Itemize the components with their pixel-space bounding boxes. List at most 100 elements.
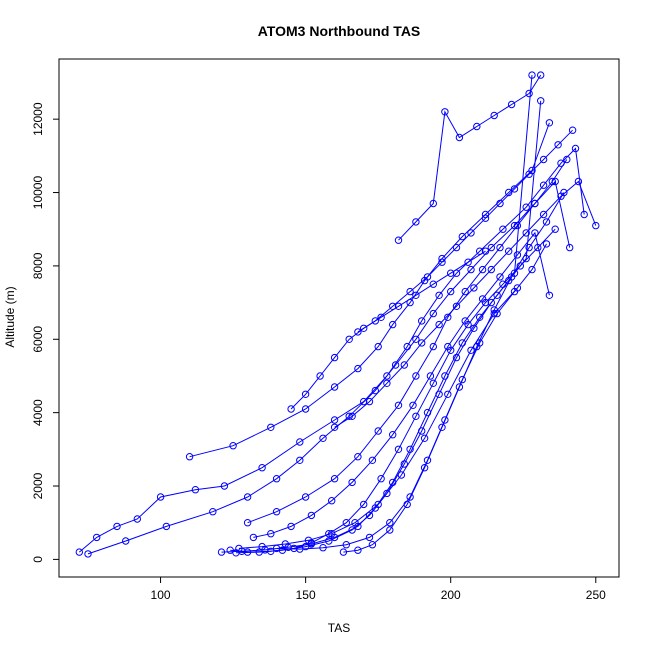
data-point xyxy=(461,317,469,325)
data-point xyxy=(510,185,519,193)
data-point xyxy=(481,214,490,222)
data-point xyxy=(458,232,466,241)
data-point xyxy=(296,438,304,446)
data-point xyxy=(93,533,101,542)
x-tick-label: 150 xyxy=(296,588,316,602)
data-point xyxy=(444,390,452,398)
data-point xyxy=(272,508,281,516)
data-point xyxy=(330,475,339,483)
data-point xyxy=(487,243,495,252)
data-point xyxy=(470,284,478,292)
data-point xyxy=(342,519,350,527)
data-point xyxy=(513,221,522,230)
data-point xyxy=(487,265,495,274)
data-point xyxy=(267,423,275,431)
data-point xyxy=(394,445,403,453)
series-line xyxy=(78,147,585,553)
data-point xyxy=(391,361,400,369)
data-point xyxy=(490,111,498,120)
data-point xyxy=(496,273,504,281)
series-line xyxy=(276,243,547,550)
data-point xyxy=(330,383,339,391)
data-series xyxy=(330,177,600,431)
data-point xyxy=(307,511,316,520)
data-point xyxy=(455,383,464,391)
series-line xyxy=(230,228,556,553)
data-point xyxy=(444,342,452,351)
data-point xyxy=(287,522,295,531)
y-tick-label: 6000 xyxy=(31,326,45,353)
data-point xyxy=(272,475,281,483)
x-tick-label: 250 xyxy=(586,588,606,602)
data-point xyxy=(467,229,475,237)
data-series xyxy=(75,144,588,556)
data-series xyxy=(243,155,571,527)
data-point xyxy=(452,243,461,252)
plot-frame xyxy=(58,58,620,578)
x-axis-label: TAS xyxy=(328,621,350,635)
data-point xyxy=(368,541,377,549)
data-point xyxy=(365,397,374,406)
data-point xyxy=(162,522,171,531)
data-point xyxy=(458,339,466,347)
data-series xyxy=(249,229,554,542)
data-point xyxy=(537,97,545,105)
data-point xyxy=(435,291,443,299)
data-point xyxy=(377,313,385,321)
data-point xyxy=(156,493,165,501)
data-point xyxy=(539,155,548,164)
data-point xyxy=(389,431,397,439)
data-point xyxy=(217,548,226,556)
data-point xyxy=(560,188,568,197)
data-point xyxy=(522,229,530,237)
data-point xyxy=(554,141,562,149)
data-point xyxy=(328,497,336,505)
data-series xyxy=(354,126,577,336)
data-point xyxy=(571,144,580,153)
data-point xyxy=(438,423,446,431)
data-point xyxy=(568,126,577,134)
y-tick-label: 8000 xyxy=(31,252,45,279)
data-point xyxy=(75,548,84,556)
data-point xyxy=(548,177,556,186)
x-tick-label: 100 xyxy=(151,588,171,602)
data-point xyxy=(507,273,516,281)
data-point xyxy=(287,405,295,413)
series-line xyxy=(87,180,571,555)
data-point xyxy=(258,542,266,551)
data-point xyxy=(473,122,481,131)
data-point xyxy=(429,342,437,351)
data-point xyxy=(418,317,426,325)
data-point xyxy=(394,236,403,244)
data-point xyxy=(478,265,487,274)
data-series xyxy=(394,71,545,244)
data-point xyxy=(441,372,449,380)
data-point xyxy=(487,298,495,307)
data-series xyxy=(217,71,536,556)
data-point xyxy=(412,218,420,226)
data-point xyxy=(490,306,498,314)
data-point xyxy=(412,291,420,299)
data-point xyxy=(496,199,504,208)
data-point xyxy=(447,269,455,277)
data-point xyxy=(258,464,266,472)
data-point xyxy=(406,445,414,453)
data-point xyxy=(528,71,536,79)
data-point xyxy=(423,273,432,281)
data-point xyxy=(133,515,142,523)
data-point xyxy=(435,320,443,329)
data-point xyxy=(397,471,406,479)
data-point xyxy=(374,427,382,435)
data-point xyxy=(539,181,548,189)
series-line xyxy=(238,287,518,549)
data-point xyxy=(377,475,385,483)
data-point xyxy=(478,295,487,303)
data-point xyxy=(301,390,310,398)
data-point xyxy=(365,511,374,520)
data-point xyxy=(330,416,339,424)
x-axis: 100 150 200 250 xyxy=(151,576,606,602)
data-point xyxy=(464,258,472,266)
data-point xyxy=(348,412,356,420)
data-point xyxy=(351,519,359,527)
